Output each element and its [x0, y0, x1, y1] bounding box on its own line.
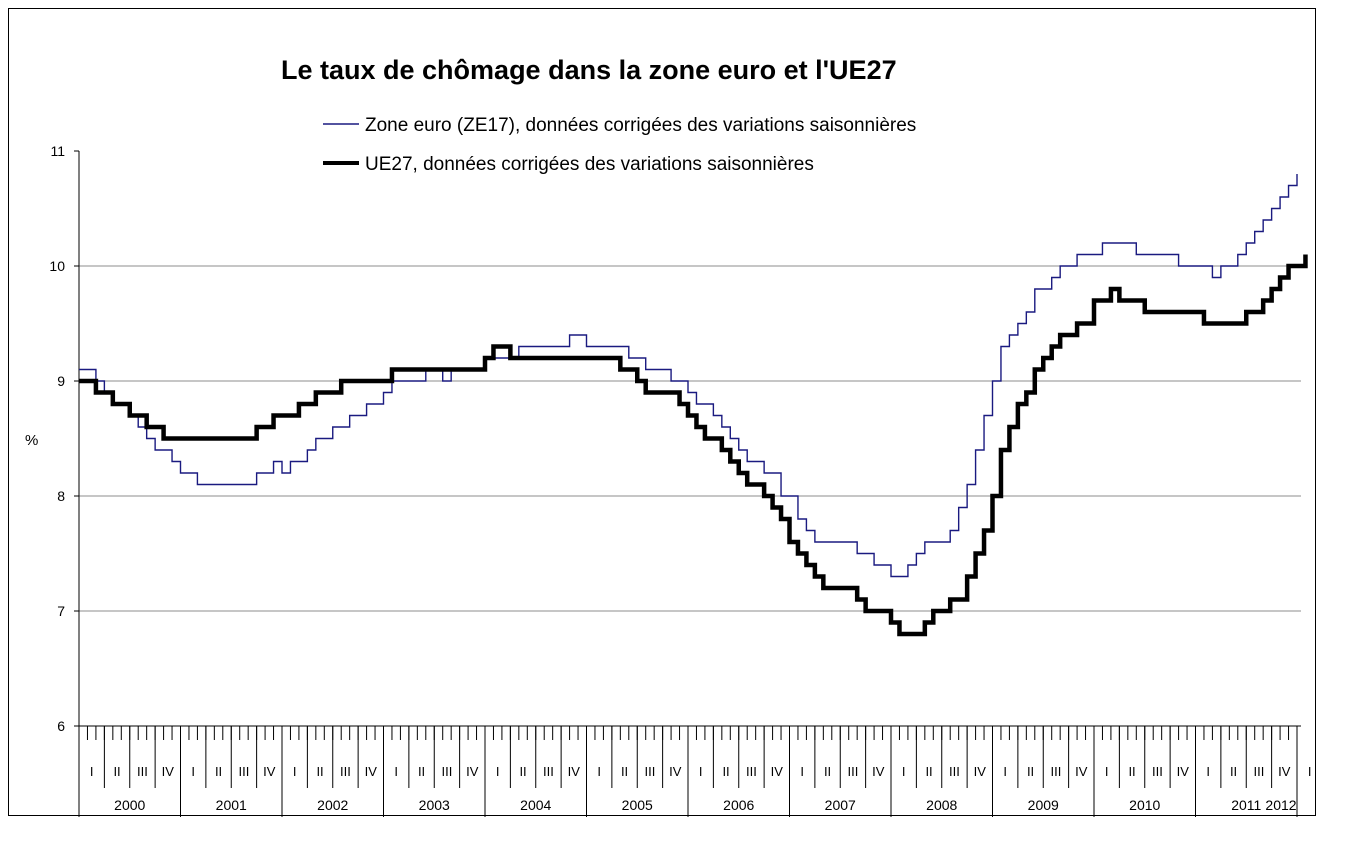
x-quarter-label: III [239, 764, 250, 779]
x-quarter-label: II [418, 764, 425, 779]
x-quarter-label: IV [568, 764, 581, 779]
x-year-label: 2009 [1028, 797, 1059, 813]
x-quarter-label: I [699, 764, 703, 779]
x-quarter-label: II [113, 764, 120, 779]
y-tick-label: 11 [50, 143, 65, 159]
x-quarter-label: II [215, 764, 222, 779]
y-tick-label: 6 [57, 718, 65, 734]
x-quarter-label: IV [466, 764, 479, 779]
x-quarter-label: I [1308, 764, 1312, 779]
x-quarter-label: III [1254, 764, 1265, 779]
x-axis: I II III IV I II III IV I II III IV I II III IV I II III IV… [78, 725, 1312, 817]
x-quarter-label: II [519, 764, 526, 779]
x-quarter-label: IV [365, 764, 378, 779]
chart-frame: Le taux de chômage dans la zone euro et … [8, 8, 1316, 817]
legend-label-ue27: UE27, données corrigées des variations s… [365, 154, 814, 175]
x-year-label: 2004 [520, 797, 551, 813]
y-axis: 6 7 8 9 10 11 [49, 143, 80, 734]
line-chart: Le taux de chômage dans la zone euro et … [25, 55, 1312, 817]
series-lines [79, 174, 1308, 637]
y-tick-label: 7 [57, 603, 65, 619]
x-year-label: 2003 [419, 797, 450, 813]
x-quarter-label: II [722, 764, 729, 779]
series-line-ue27 [79, 254, 1308, 637]
x-quarter-label: I [394, 764, 398, 779]
gridlines [79, 265, 1301, 612]
x-quarter-label: IV [263, 764, 276, 779]
y-tick-label: 8 [57, 488, 65, 504]
x-quarter-label: III [746, 764, 757, 779]
chart-title: Le taux de chômage dans la zone euro et … [281, 55, 897, 85]
x-quarter-label: I [1206, 764, 1210, 779]
x-quarter-label: III [137, 764, 148, 779]
y-tick-label: 10 [49, 258, 65, 274]
x-quarter-label: I [800, 764, 804, 779]
x-year-label: 2011 [1231, 797, 1261, 813]
x-year-label: 2008 [926, 797, 957, 813]
x-quarter-label: I [597, 764, 601, 779]
x-year-label: 2012 [1265, 797, 1296, 813]
x-quarter-label: IV [1075, 764, 1088, 779]
x-quarter-label: I [293, 764, 297, 779]
x-quarter-label: II [1128, 764, 1135, 779]
x-year-label: 2005 [622, 797, 653, 813]
x-quarter-label: I [90, 764, 94, 779]
legend-label-ze17: Zone euro (ZE17), données corrigées des … [365, 115, 916, 136]
x-quarter-label: II [925, 764, 932, 779]
x-quarter-label: II [316, 764, 323, 779]
x-year-label: 2002 [317, 797, 348, 813]
legend: Zone euro (ZE17), données corrigées des … [323, 115, 916, 175]
y-axis-label: % [25, 432, 38, 449]
x-quarter-label: IV [1278, 764, 1291, 779]
series-line-ze17 [79, 174, 1298, 578]
x-year-label: 2001 [216, 797, 247, 813]
x-quarter-label: III [848, 764, 859, 779]
x-quarter-label: III [949, 764, 960, 779]
x-quarter-label: II [621, 764, 628, 779]
x-quarter-label: I [496, 764, 500, 779]
x-quarter-label: I [1105, 764, 1109, 779]
x-quarter-label: II [824, 764, 831, 779]
x-quarter-label: IV [162, 764, 175, 779]
x-quarter-label: III [1152, 764, 1163, 779]
x-quarter-label: IV [771, 764, 784, 779]
x-quarter-label: III [442, 764, 453, 779]
x-quarter-label: I [902, 764, 906, 779]
x-quarter-label: III [543, 764, 554, 779]
x-year-label: 2010 [1129, 797, 1160, 813]
x-year-label: 2007 [825, 797, 856, 813]
x-quarter-label: III [340, 764, 351, 779]
x-year-label: 2006 [723, 797, 754, 813]
x-quarter-label: II [1230, 764, 1237, 779]
x-quarter-label: IV [669, 764, 682, 779]
x-quarter-label: IV [974, 764, 987, 779]
x-quarter-label: IV [872, 764, 885, 779]
x-quarter-label: III [1051, 764, 1062, 779]
x-year-label: 2000 [114, 797, 145, 813]
x-quarter-label: I [1003, 764, 1007, 779]
y-tick-label: 9 [57, 373, 65, 389]
x-quarter-label: II [1027, 764, 1034, 779]
x-quarter-label: III [645, 764, 656, 779]
x-quarter-label: I [191, 764, 195, 779]
x-quarter-label: IV [1177, 764, 1190, 779]
